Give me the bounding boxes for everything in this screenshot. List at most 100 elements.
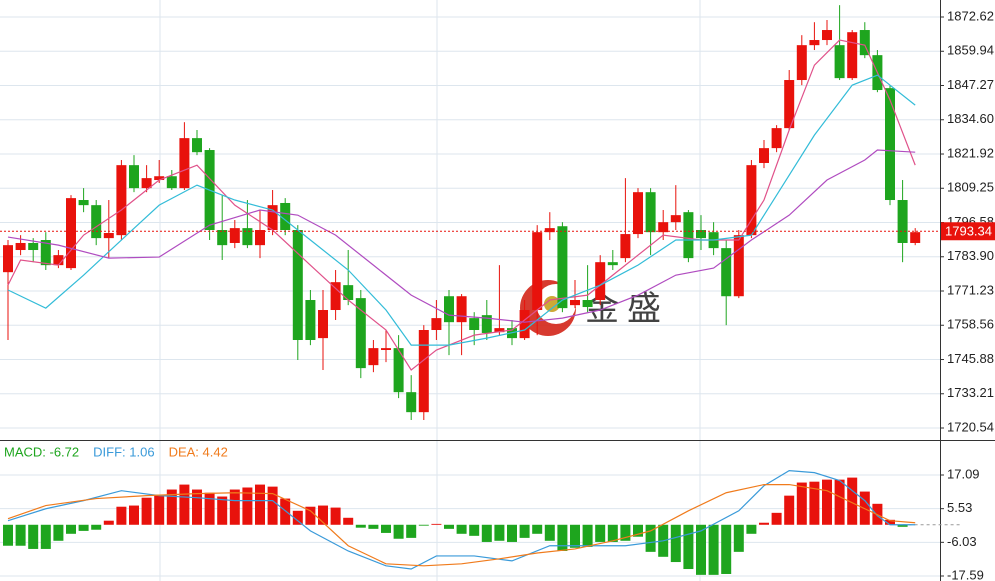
macd-bar [3,524,13,546]
macd-bar [166,489,177,525]
macd-bar [620,524,631,541]
macd-bar [683,524,694,570]
macd-bar [507,524,517,542]
candle-body [40,240,51,266]
candle-body [255,230,265,246]
macd-bar [116,506,127,525]
macd-bar [154,494,165,525]
candle-body [683,212,694,259]
candle-body [670,215,681,223]
macd-bar [771,512,782,525]
candle-body [885,88,895,201]
macd-bar [40,524,51,549]
indicator-line [7,483,916,567]
candle-body [658,222,669,233]
candle-body [519,310,530,339]
macd-bar [633,524,643,537]
legend-label: DEA: 4.42 [169,444,228,459]
candle-body [15,242,26,251]
candle-body [431,318,442,331]
candle-body [242,228,253,246]
candle-body [78,200,89,206]
y-tick-label: 1745.88 [947,351,994,366]
macd-bar [28,524,39,549]
macd-bar [582,524,593,547]
macd-bar [822,479,832,525]
macd-bar [129,505,139,525]
legend-label: DIFF: 1.06 [93,444,154,459]
macd-bar [607,524,618,542]
macd-bar [141,497,152,525]
candle-body [28,242,39,251]
macd-bar [78,524,89,531]
y-tick-label: 1758.56 [947,317,994,332]
macd-bar [431,523,442,525]
macd-bar [267,486,278,525]
candle-body [532,232,543,311]
candle-body [355,298,366,369]
candle-body [822,30,832,41]
macd-bar [381,524,391,533]
macd-bar [570,524,580,548]
macd-bar [645,524,656,552]
macd-bar [343,517,354,525]
legend-label: MACD: -6.72 [4,444,79,459]
candle-body [116,165,127,236]
candle-body [318,310,328,339]
candle-body [456,296,467,323]
y-tick-label: 1783.90 [947,248,994,263]
candle-body [368,348,379,366]
macd-bar [759,522,769,525]
macd-bar [469,524,480,536]
candle-body [141,178,152,189]
macd-bar [305,506,316,525]
macd-bar [418,524,429,526]
candle-body [154,176,165,181]
candle-body [192,138,202,153]
candle-body [129,165,139,189]
candle-body [544,228,555,233]
candle-body [267,205,278,231]
macd-bar [847,477,858,525]
candle-body [381,348,391,351]
y-tick-label: 1733.21 [947,385,994,400]
candle-body [469,318,480,331]
candle-body [481,315,492,333]
y-tick-label: 5.53 [947,500,972,515]
candle-body [595,262,606,301]
candle-body [418,330,429,413]
macd-bar [406,524,417,538]
macd-bar [721,524,732,574]
candle-body [166,176,177,189]
candle-body [771,128,782,149]
macd-bar [708,524,719,575]
macd-bar [192,489,202,525]
macd-bar [746,524,757,534]
candle-body [292,230,303,341]
candle-body [645,192,656,233]
last-price-tag [941,222,995,241]
candle-body [103,232,114,239]
candle-body [834,45,845,79]
indicator-line [7,39,916,371]
macd-bar [885,519,895,525]
logo [544,296,560,312]
candle-body [784,80,795,129]
candle-body [217,230,228,246]
macd-bar [204,492,215,525]
candle-body [66,198,76,269]
candle-body [53,255,64,266]
indicator-line [7,74,916,346]
candle-body [721,248,732,297]
macd-bar [557,524,568,551]
macd-bar [66,524,76,534]
y-tick-label: -17.59 [947,567,984,581]
y-tick-label: 1834.60 [947,111,994,126]
macd-bar [595,524,606,542]
macd-bar [696,524,706,575]
candle-body [280,202,291,231]
macd-bar [318,505,328,525]
macd-bar [217,496,228,525]
candle-body [305,300,316,341]
